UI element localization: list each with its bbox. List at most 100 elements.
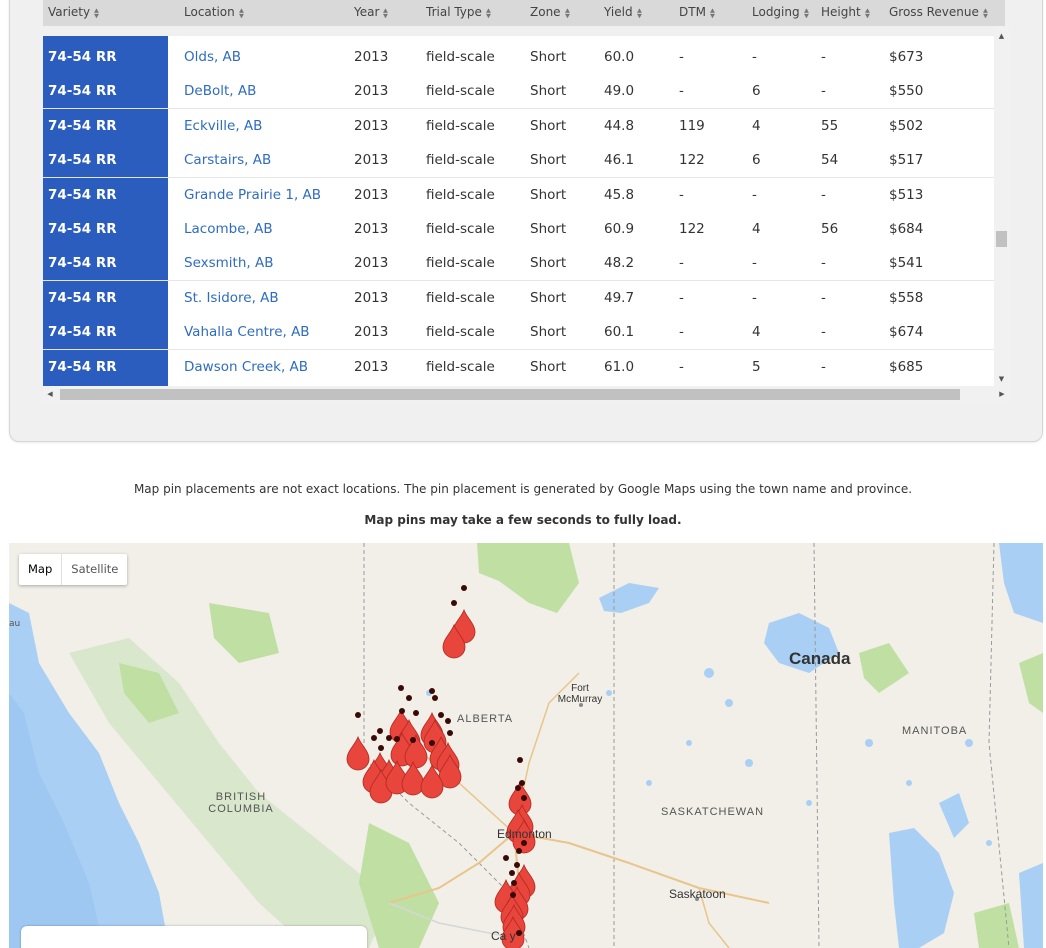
map-marker-icon[interactable] <box>508 930 530 948</box>
location-link[interactable]: Vahalla Centre, AB <box>184 324 310 341</box>
sort-arrows-icon[interactable]: ▲▼ <box>708 6 716 18</box>
cell-dtm: - <box>679 358 684 375</box>
cell-yield: 49.0 <box>604 83 635 100</box>
column-header-zone[interactable]: Zone ▲▼ <box>530 0 571 26</box>
cell-variety: 74-54 RR <box>43 177 168 212</box>
cell-zone: Short <box>530 221 567 237</box>
column-header-dtm[interactable]: DTM ▲▼ <box>679 0 716 26</box>
cell-lodging: - <box>752 289 757 306</box>
scroll-right-arrow-icon[interactable]: ▶ <box>999 390 1005 398</box>
cell-trial-type: field-scale <box>426 49 495 65</box>
sort-arrows-icon[interactable]: ▲▼ <box>563 6 571 18</box>
cell-dtm: 122 <box>679 221 705 237</box>
scroll-left-arrow-icon[interactable]: ◀ <box>47 390 53 398</box>
cell-dtm: - <box>679 186 684 203</box>
cell-lodging: - <box>752 186 757 203</box>
map-marker-icon[interactable] <box>438 730 462 789</box>
sort-arrows-icon[interactable]: ▲▼ <box>981 6 989 18</box>
cell-height: - <box>821 255 826 272</box>
column-header-location[interactable]: Location ▲▼ <box>184 0 245 26</box>
scroll-down-arrow-icon[interactable]: ▼ <box>998 375 1005 383</box>
cell-year: 2013 <box>354 83 389 100</box>
sort-arrows-icon[interactable]: ▲▼ <box>382 6 390 18</box>
location-link[interactable]: DeBolt, AB <box>184 83 257 100</box>
table-row: 74-54 RR Olds, AB 2013 field-scale Short 60.0… <box>43 40 994 75</box>
map-pins[interactable] <box>346 585 536 948</box>
cell-yield: 60.1 <box>604 324 635 341</box>
table-row-partial <box>43 36 168 40</box>
cell-year: 2013 <box>354 255 389 272</box>
cell-variety: 74-54 RR <box>43 143 168 178</box>
map-canvas[interactable] <box>9 543 1043 948</box>
cell-height: 54 <box>821 152 839 169</box>
sort-arrows-icon[interactable]: ▲▼ <box>237 6 245 18</box>
cell-year: 2013 <box>354 49 389 65</box>
sort-arrows-icon[interactable]: ▲▼ <box>92 6 101 18</box>
cell-height: - <box>821 186 826 203</box>
column-header-trial-type[interactable]: Trial Type ▲▼ <box>426 0 492 26</box>
location-link[interactable]: Grande Prairie 1, AB <box>184 186 322 203</box>
cell-yield: 60.0 <box>604 49 635 65</box>
cell-variety: 74-54 RR <box>43 212 168 246</box>
cell-lodging: 6 <box>752 83 761 100</box>
column-header-revenue[interactable]: Gross Revenue ▲▼ <box>889 0 989 26</box>
google-map[interactable]: Map Satellite au Canada ALBERTA BRITISH … <box>9 543 1043 948</box>
table-row: 74-54 RR St. Isidore, AB 2013 field-scale Sh… <box>43 280 994 316</box>
column-header-year[interactable]: Year ▲▼ <box>354 0 390 26</box>
satellite-view-button[interactable]: Satellite <box>71 562 119 576</box>
map-marker-icon[interactable] <box>369 745 393 804</box>
location-link[interactable]: Olds, AB <box>184 49 242 65</box>
map-marker-icon[interactable] <box>401 737 425 796</box>
cell-year: 2013 <box>354 186 389 203</box>
sort-arrows-icon[interactable]: ▲▼ <box>802 6 810 18</box>
column-header-label: Trial Type <box>426 5 482 19</box>
cell-zone: Short <box>530 152 567 169</box>
cell-dtm: - <box>679 289 684 306</box>
column-header-yield[interactable]: Yield ▲▼ <box>604 0 643 26</box>
cell-dtm: - <box>679 49 684 65</box>
scroll-up-arrow-icon[interactable]: ▲ <box>998 32 1005 40</box>
location-link[interactable]: Dawson Creek, AB <box>184 358 309 375</box>
horizontal-scroll-thumb[interactable] <box>60 389 960 400</box>
sort-arrows-icon[interactable]: ▲▼ <box>635 6 643 18</box>
map-type-control[interactable]: Map Satellite <box>19 554 128 585</box>
location-link[interactable]: St. Isidore, AB <box>184 289 279 306</box>
map-marker-icon[interactable] <box>442 600 466 659</box>
cell-variety: 74-54 RR <box>43 315 168 350</box>
column-header-variety[interactable]: Variety ▲▼ <box>48 0 101 26</box>
map-marker-icon[interactable] <box>501 892 525 948</box>
cell-lodging: 4 <box>752 117 761 134</box>
cell-zone: Short <box>530 83 567 100</box>
column-header-label: Year <box>354 5 380 19</box>
cell-revenue: $685 <box>889 358 924 375</box>
location-link[interactable]: Sexsmith, AB <box>184 255 274 272</box>
cell-variety: 74-54 RR <box>43 246 168 281</box>
vertical-scroll-thumb[interactable] <box>996 231 1007 247</box>
cell-yield: 49.7 <box>604 289 635 306</box>
map-marker-icon[interactable] <box>420 740 444 799</box>
column-header-height[interactable]: Height ▲▼ <box>821 0 871 26</box>
cell-yield: 61.0 <box>604 358 635 375</box>
cell-revenue: $502 <box>889 117 924 134</box>
map-view-button[interactable]: Map <box>19 554 63 585</box>
vertical-scrollbar[interactable]: ▲ ▼ <box>994 26 1009 386</box>
horizontal-scrollbar[interactable]: ◀ ▶ <box>43 386 1009 403</box>
cell-yield: 46.1 <box>604 152 635 169</box>
location-link[interactable]: Lacombe, AB <box>184 221 273 237</box>
cell-trial-type: field-scale <box>426 289 495 306</box>
table-row: 74-54 RR Sexsmith, AB 2013 field-scale Short… <box>43 246 994 282</box>
column-header-label: DTM <box>679 5 706 19</box>
sort-arrows-icon[interactable]: ▲▼ <box>484 6 492 18</box>
cell-height: - <box>821 324 826 341</box>
cell-yield: 60.9 <box>604 221 635 237</box>
sort-arrows-icon[interactable]: ▲▼ <box>863 6 871 18</box>
cell-yield: 44.8 <box>604 117 635 134</box>
cell-lodging: 6 <box>752 152 761 169</box>
location-link[interactable]: Carstairs, AB <box>184 152 272 169</box>
cell-zone: Short <box>530 324 567 341</box>
cell-zone: Short <box>530 49 567 65</box>
location-link[interactable]: Eckville, AB <box>184 117 263 134</box>
map-marker-icon[interactable] <box>512 795 536 854</box>
column-header-lodging[interactable]: Lodging ▲▼ <box>752 0 810 26</box>
map-marker-icon[interactable] <box>346 712 370 771</box>
